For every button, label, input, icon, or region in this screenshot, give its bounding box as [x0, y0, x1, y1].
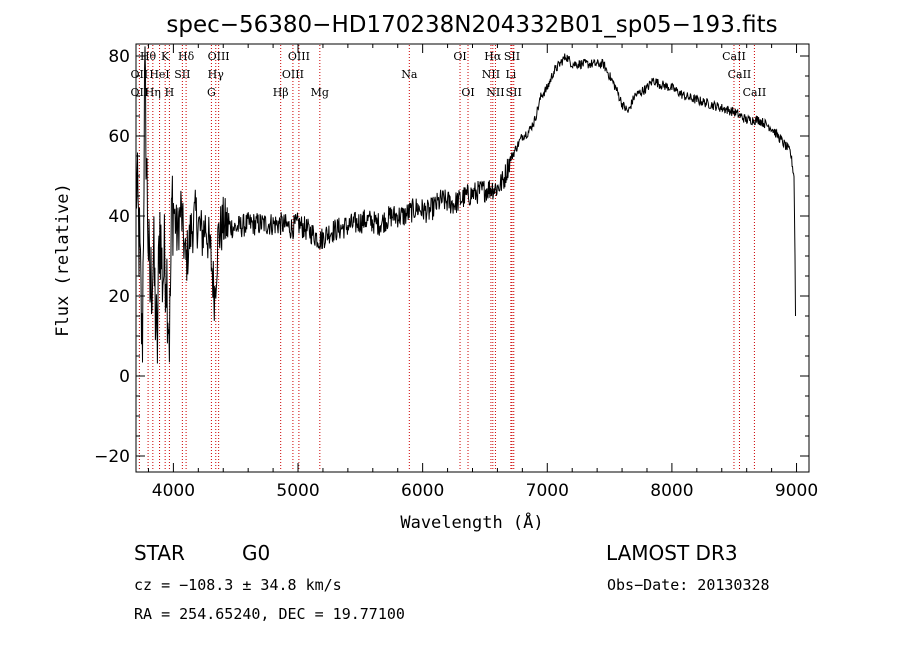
line-marker-label: OII: [131, 86, 149, 99]
line-marker-label: Hδ: [178, 50, 195, 63]
x-tick-label: 8000: [650, 481, 693, 501]
x-tick-label: 4000: [152, 481, 195, 501]
survey-name: LAMOST DR3: [606, 541, 738, 565]
line-marker-label: Na: [401, 68, 418, 81]
line-marker-label: OI: [453, 50, 466, 63]
line-marker-label: OII: [131, 68, 149, 81]
line-marker-label: OIII: [208, 50, 230, 63]
line-marker-label: NII: [482, 68, 500, 81]
y-tick-label: 80: [108, 47, 130, 67]
plot-frame: [135, 43, 810, 473]
y-axis-ticks: −20 0 20 40 60 80: [94, 47, 809, 467]
flux-series: [135, 46, 796, 364]
flux-line: [135, 46, 796, 364]
line-marker-label: Mg: [311, 86, 329, 99]
observation-date: Obs−Date: 20130328: [607, 576, 770, 594]
spectral-subclass: G0: [242, 541, 270, 565]
x-tick-label: 7000: [526, 481, 569, 501]
chart-title: spec−56380−HD170238N204332B01_sp05−193.f…: [166, 12, 777, 38]
line-marker-label: K: [161, 50, 170, 63]
ra-dec: RA = 254.65240, DEC = 19.77100: [134, 605, 405, 623]
line-marker-label: NII: [486, 86, 504, 99]
y-axis-label: Flux (relative): [53, 183, 73, 337]
redshift-cz: cz = −108.3 ± 34.8 km/s: [134, 576, 342, 594]
x-tick-label: 9000: [775, 481, 818, 501]
line-marker-label: SII: [174, 68, 190, 81]
y-tick-label: 20: [108, 287, 130, 307]
line-marker-label: Li: [505, 68, 516, 81]
line-marker-label: G: [207, 86, 216, 99]
line-marker-label: OIII: [288, 50, 310, 63]
line-marker-label: CaII: [728, 68, 752, 81]
line-marker-label: CaII: [743, 86, 767, 99]
x-tick-label: 5000: [276, 481, 319, 501]
line-marker-label: Hη: [145, 86, 161, 99]
line-marker-label: OIII: [282, 68, 304, 81]
x-axis-ticks: 4000 5000 6000 7000 8000 9000: [147, 44, 818, 501]
x-axis-label: Wavelength (Å): [400, 511, 543, 533]
line-marker-label: OI: [461, 86, 474, 99]
y-tick-label: 60: [108, 127, 130, 147]
line-marker-label: H: [165, 86, 175, 99]
y-tick-label: 40: [108, 207, 130, 227]
x-tick-label: 6000: [401, 481, 444, 501]
spectral-line-markers: [138, 45, 755, 471]
line-marker-label: CaII: [722, 50, 746, 63]
object-type: STAR: [134, 541, 185, 565]
line-marker-label: Hα: [484, 50, 502, 63]
line-marker-label: Hβ: [273, 86, 289, 99]
y-tick-label: −20: [94, 447, 130, 467]
line-marker-label: Hθ: [140, 50, 157, 63]
y-tick-label: 0: [119, 367, 130, 387]
line-marker-label: Hγ: [208, 68, 225, 81]
line-marker-label: SII: [506, 86, 522, 99]
line-marker-label: SII: [504, 50, 520, 63]
line-marker-label: HeI: [149, 68, 169, 81]
